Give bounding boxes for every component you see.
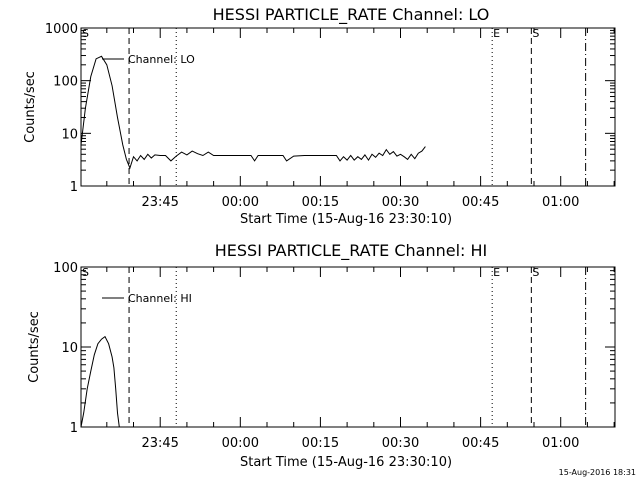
y-axis-label-lo: Counts/sec [23, 71, 38, 143]
marker-label: E [493, 266, 500, 279]
x-tick-label: 00:15 [302, 436, 339, 451]
plot-frame-lo [80, 27, 616, 187]
chart-title-hi: HESSI PARTICLE_RATE Channel: HI [215, 241, 488, 261]
x-tick-label: 23:45 [141, 436, 178, 451]
marker-label: E [493, 27, 500, 40]
legend-label-hi: Channel: HI [128, 292, 192, 305]
y-tick-label: 1 [70, 180, 78, 195]
y-tick-label: 10 [61, 341, 78, 356]
y-axis-label-hi: Counts/sec [27, 311, 42, 383]
x-tick-label: 00:00 [222, 436, 259, 451]
y-tick-label: 10 [61, 127, 78, 142]
x-tick-label: 00:30 [382, 195, 419, 210]
y-tick-label: 100 [53, 261, 78, 276]
x-tick-label: 00:00 [222, 195, 259, 210]
y-tick-label: 1000 [45, 22, 78, 37]
x-axis-label-hi: Start Time (15-Aug-16 23:30:10) [240, 455, 452, 470]
x-tick-label: 00:45 [462, 436, 499, 451]
marker-label: S [532, 27, 539, 40]
x-tick-label: 01:00 [542, 195, 579, 210]
y-tick-label: 1 [70, 421, 78, 436]
chart-title-lo: HESSI PARTICLE_RATE Channel: LO [213, 5, 490, 25]
series-line-lo [80, 55, 426, 170]
marker-lines-lo: SES [80, 27, 587, 186]
footer-timestamp: 15-Aug-2016 18:31 [559, 468, 636, 477]
marker-label: S [532, 266, 539, 279]
plot-frame-hi [80, 266, 616, 428]
x-axis-label-lo: Start Time (15-Aug-16 23:30:10) [240, 212, 452, 227]
legend-hi: Channel: HI [102, 292, 192, 305]
series-line-hi [80, 335, 120, 428]
x-tick-label: 00:15 [302, 195, 339, 210]
panel-lo: HESSI PARTICLE_RATE Channel: LO SES 1101… [23, 5, 616, 227]
marker-label: S [82, 266, 89, 279]
x-tick-label: 01:00 [542, 436, 579, 451]
legend-lo: Channel: LO [102, 53, 195, 66]
axis-ticks-lo: 1 10 100 1000 23:45 00:00 00:15 00:30 00:45 01:00 [45, 22, 615, 210]
axis-ticks-hi: 1 10 100 23:45 00:00 00:15 00:30 00:45 01:00 [53, 261, 615, 451]
legend-label-lo: Channel: LO [128, 53, 195, 66]
x-tick-label: 23:45 [141, 195, 178, 210]
y-tick-label: 100 [53, 75, 78, 90]
x-tick-label: 00:30 [382, 436, 419, 451]
x-tick-label: 00:45 [462, 195, 499, 210]
